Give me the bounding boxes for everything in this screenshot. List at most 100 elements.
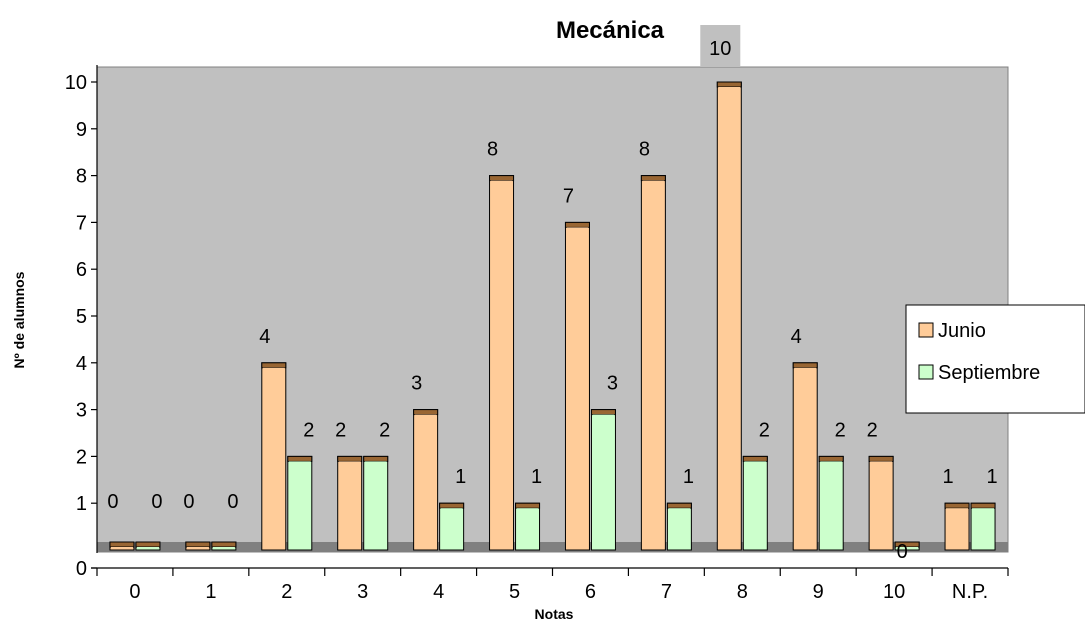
bar-highlight (642, 181, 664, 183)
bar-highlight (566, 227, 588, 229)
y-tick-label: 4 (76, 353, 87, 375)
data-label: 8 (487, 139, 498, 161)
chart-title: Mecánica (556, 17, 665, 44)
data-label: 4 (259, 326, 270, 348)
bar-junio (490, 176, 514, 550)
x-tick-label: 2 (281, 581, 292, 603)
bar-highlight (592, 415, 614, 417)
y-tick-label: 7 (76, 212, 87, 234)
data-label: 1 (683, 466, 694, 488)
x-tick-label: 1 (205, 581, 216, 603)
bar-top-face (110, 542, 134, 547)
data-label: 0 (227, 491, 238, 513)
bar-top-face (440, 503, 464, 508)
y-tick-label: 6 (76, 259, 87, 281)
bar-highlight (289, 461, 311, 463)
bar-top-face (262, 363, 286, 368)
data-label: 2 (303, 419, 314, 441)
y-tick-label: 9 (76, 119, 87, 141)
bar-septiembre (743, 456, 767, 550)
bar-top-face (971, 503, 995, 508)
x-tick-label: 10 (883, 581, 905, 603)
data-label: 1 (455, 466, 466, 488)
data-label: 2 (835, 419, 846, 441)
bar-highlight (946, 508, 968, 510)
legend-label-junio: Junio (938, 320, 986, 342)
y-tick-label: 5 (76, 306, 87, 328)
y-tick-label: 1 (76, 493, 87, 515)
bar-highlight (668, 508, 690, 510)
bar-junio (793, 363, 817, 550)
data-label: 2 (379, 419, 390, 441)
bar-top-face (490, 176, 514, 181)
bar-top-face (819, 456, 843, 461)
bar-highlight (491, 181, 513, 183)
bar-junio (262, 363, 286, 550)
bar-top-face (793, 363, 817, 368)
bar-top-face (667, 503, 691, 508)
bar-top-face (136, 542, 160, 547)
data-label: 0 (151, 491, 162, 513)
data-label: 0 (897, 541, 908, 563)
bar-junio (338, 456, 362, 550)
bar-highlight (213, 547, 235, 549)
x-tick-label: 8 (737, 581, 748, 603)
bar-junio (869, 456, 893, 550)
bar-septiembre (591, 410, 615, 550)
bar-highlight (137, 547, 159, 549)
bar-septiembre (667, 503, 691, 550)
y-axis-title: Nº de alumnos (11, 271, 27, 368)
legend: Junio Septiembre (906, 305, 1085, 413)
y-tick-label: 10 (65, 72, 87, 94)
data-label: 3 (607, 373, 618, 395)
x-tick-label: 9 (813, 581, 824, 603)
bar-top-face (414, 410, 438, 415)
bar-highlight (820, 461, 842, 463)
data-label: 2 (759, 419, 770, 441)
bar-highlight (187, 547, 209, 549)
bar-junio (945, 503, 969, 550)
bar-highlight (744, 461, 766, 463)
x-tick-label: N.P. (952, 581, 988, 603)
bar-highlight (718, 87, 740, 89)
x-tick-label: 6 (585, 581, 596, 603)
bar-highlight (415, 415, 437, 417)
x-tick-label: 0 (129, 581, 140, 603)
data-label: 8 (639, 139, 650, 161)
bar-top-face (516, 503, 540, 508)
data-label: 1 (942, 466, 953, 488)
x-axis-title: Notas (535, 606, 574, 622)
bar-top-face (212, 542, 236, 547)
legend-box (906, 305, 1085, 413)
bar-septiembre (819, 456, 843, 550)
bar-highlight (972, 508, 994, 510)
bar-septiembre (971, 503, 995, 550)
bar-top-face (869, 456, 893, 461)
bar-top-face (186, 542, 210, 547)
bar-highlight (441, 508, 463, 510)
bar-top-face (565, 222, 589, 227)
bar-top-face (945, 503, 969, 508)
x-tick-label: 4 (433, 581, 444, 603)
bar-septiembre (288, 456, 312, 550)
bar-highlight (870, 461, 892, 463)
y-tick-label: 3 (76, 400, 87, 422)
bar-septiembre (516, 503, 540, 550)
data-label: 1 (986, 466, 997, 488)
bar-top-face (641, 176, 665, 181)
bar-highlight (263, 368, 285, 370)
bar-top-face (591, 410, 615, 415)
legend-swatch-septiembre (919, 365, 933, 379)
bar-junio (565, 222, 589, 550)
bar-junio (717, 82, 741, 550)
data-label: 3 (411, 373, 422, 395)
bar-septiembre (440, 503, 464, 550)
y-tick-label: 2 (76, 446, 87, 468)
data-label: 7 (563, 185, 574, 207)
data-label: 2 (335, 419, 346, 441)
bar-highlight (339, 461, 361, 463)
data-label: 1 (531, 466, 542, 488)
